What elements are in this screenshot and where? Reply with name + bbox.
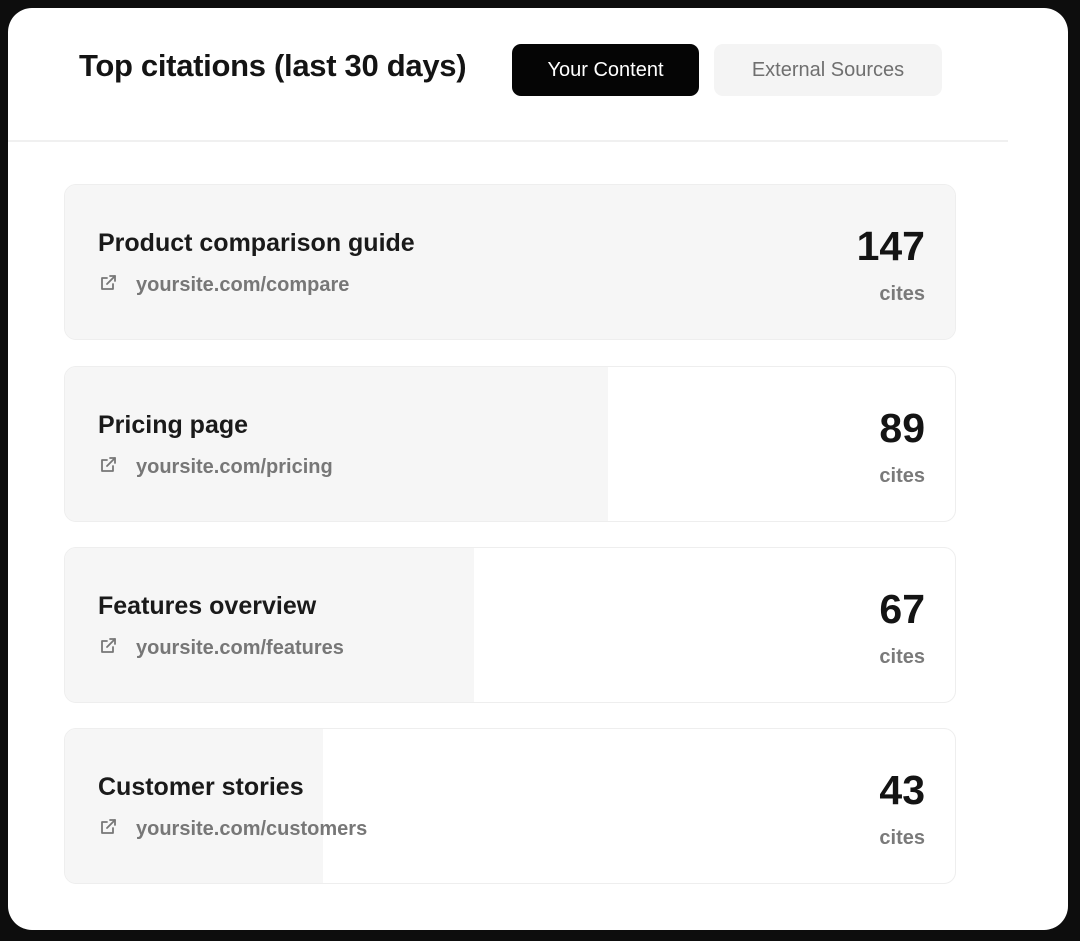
citation-share-bar <box>65 729 324 883</box>
citation-title: Features overview <box>98 592 317 620</box>
citation-title: Pricing page <box>98 411 249 439</box>
citation-card[interactable]: Product comparison guide yoursite.com/com… <box>64 184 956 340</box>
citation-share-bar <box>65 548 475 702</box>
tab-external-sources[interactable]: External Sources <box>714 44 942 96</box>
citation-count: 89 <box>879 405 925 451</box>
citation-link[interactable]: yoursite.com/compare <box>98 273 349 298</box>
citation-link[interactable]: yoursite.com/pricing <box>98 455 333 480</box>
citation-link[interactable]: yoursite.com/features <box>98 636 344 661</box>
external-link-icon <box>98 636 136 661</box>
citation-url[interactable]: yoursite.com/features <box>136 637 344 659</box>
citation-count: 147 <box>856 223 925 269</box>
panel-title: Top citations (last 30 days) <box>79 48 467 83</box>
citations-panel: Top citations (last 30 days) Your Conten… <box>8 8 1068 930</box>
citation-card[interactable]: Pricing page yoursite.com/pricing 89 cites <box>64 366 956 522</box>
citation-url[interactable]: yoursite.com/pricing <box>136 456 333 478</box>
citation-count: 43 <box>879 767 925 813</box>
citation-share-bar <box>65 367 608 521</box>
citation-count: 67 <box>879 586 925 632</box>
citation-url[interactable]: yoursite.com/customers <box>136 818 368 840</box>
panel-header: Top citations (last 30 days) Your Conten… <box>8 8 1008 142</box>
citation-title: Customer stories <box>98 773 304 801</box>
citation-share-bar <box>65 185 955 339</box>
external-link-icon <box>98 817 136 842</box>
citation-count-unit: cites <box>879 646 925 668</box>
tab-your-content[interactable]: Your Content <box>512 44 699 96</box>
external-link-icon <box>98 273 136 298</box>
citation-count-unit: cites <box>879 465 925 487</box>
external-link-icon <box>98 455 136 480</box>
citation-card[interactable]: Customer stories yoursite.com/customers 43… <box>64 728 956 884</box>
citation-url[interactable]: yoursite.com/compare <box>136 274 350 296</box>
citation-count-unit: cites <box>879 827 925 849</box>
citation-title: Product comparison guide <box>98 229 415 257</box>
citation-count-unit: cites <box>879 283 925 305</box>
citation-link[interactable]: yoursite.com/customers <box>98 817 367 842</box>
citation-card[interactable]: Features overview yoursite.com/features 67… <box>64 547 956 703</box>
